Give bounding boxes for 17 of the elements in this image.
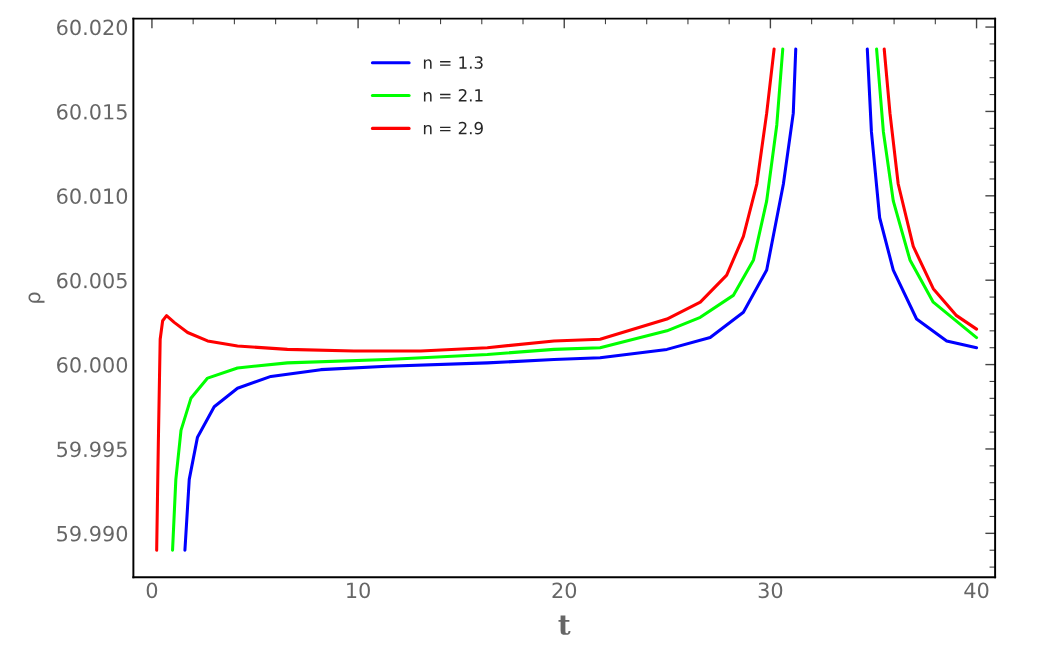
x-tick-label: 40 — [964, 582, 989, 599]
legend-label: n = 2.9 — [423, 121, 483, 135]
y-tick-label: 59.990 — [57, 525, 128, 542]
y-tick-label: 60.010 — [57, 188, 128, 205]
x-tick-label: 30 — [758, 582, 783, 599]
y-tick-label: 60.020 — [57, 19, 128, 36]
y-tick-label: 60.000 — [57, 357, 128, 373]
x-tick-label: 20 — [552, 582, 577, 599]
legend-label: n = 1.3 — [423, 56, 483, 69]
x-axis-title: t — [558, 615, 571, 635]
x-tick-label: 10 — [347, 582, 370, 599]
y-tick-label: 60.005 — [57, 272, 127, 289]
x-tick-label: 0 — [146, 582, 158, 599]
y-tick-label: 59.995 — [57, 441, 127, 458]
y-axis-title: ρ — [28, 292, 45, 303]
legend-label: n = 2.1 — [423, 89, 483, 102]
y-tick-label: 60.015 — [57, 103, 127, 120]
